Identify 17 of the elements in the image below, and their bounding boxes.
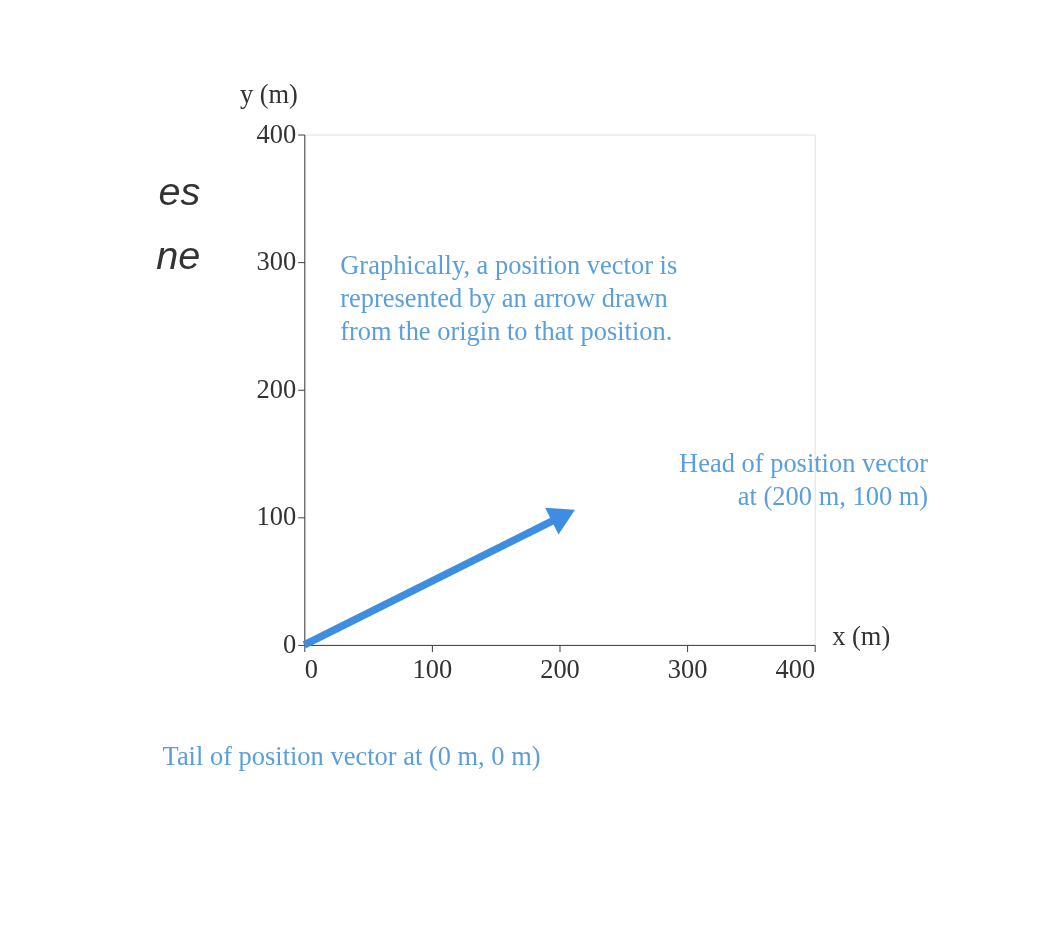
x-tick-label: 300 <box>667 654 708 685</box>
text: es <box>158 168 201 213</box>
x-axis-title: x (m) <box>832 621 891 652</box>
text: ne <box>156 232 201 277</box>
y-tick-label: 100 <box>256 501 297 532</box>
x-tick-label: 400 <box>775 654 816 685</box>
y-tick-label: 200 <box>256 373 297 404</box>
y-tick-label: 400 <box>256 118 297 149</box>
annotation: Graphically, a position vector is represented by an arrow drawn from the origin to that position. <box>340 249 678 346</box>
y-tick-label: 300 <box>256 246 297 277</box>
y-axis-title: y (m) <box>239 78 298 109</box>
x-tick-label: 200 <box>540 654 580 685</box>
x-tick-label: 0 <box>304 654 319 685</box>
annotation: Head of position vector at (200 m, 100 m) <box>679 447 929 512</box>
text: Tail of position vector at (0 m, 0 m) <box>162 740 541 771</box>
y-tick-label: 0 <box>283 628 297 659</box>
x-tick-label: 100 <box>412 654 453 685</box>
